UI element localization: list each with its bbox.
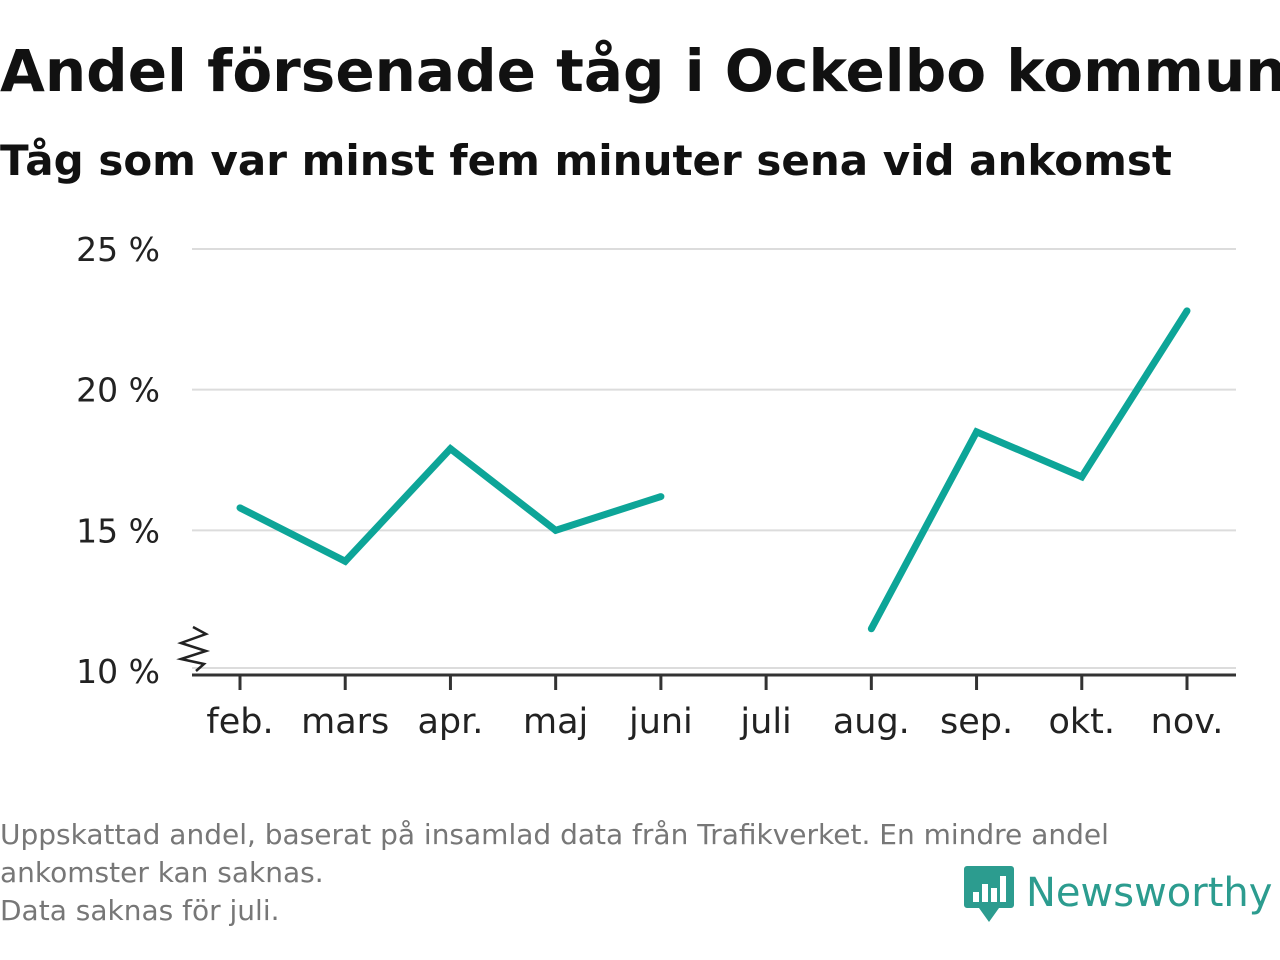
chart-title: Andel försenade tåg i Ockelbo kommun	[0, 37, 1280, 105]
y-tick-label-15: 15 %	[76, 511, 160, 550]
data-point-2	[446, 445, 454, 453]
footnote: Uppskattad andel, baserat på insamlad da…	[0, 816, 1270, 930]
data-point-4	[657, 493, 665, 501]
footnote-line-3: Data saknas för juli.	[0, 894, 280, 927]
data-point-7	[973, 428, 981, 436]
series-0-line-segment-1	[868, 309, 1190, 631]
newsworthy-logo-icon	[964, 866, 1014, 922]
chart-subtitle: Tåg som var minst fem minuter sena vid a…	[0, 136, 1172, 185]
data-point-9	[1183, 307, 1191, 315]
x-tick-label-2: apr.	[417, 702, 483, 742]
brand: Newsworthy	[964, 862, 1272, 924]
footnote-line-2: ankomster kan saknas.	[0, 856, 324, 889]
x-tick-label-1: mars	[301, 702, 389, 742]
brand-name: Newsworthy	[1026, 870, 1273, 916]
x-tick-label-4: juni	[628, 702, 693, 742]
data-point-8	[1078, 473, 1086, 481]
footnote-line-1: Uppskattad andel, baserat på insamlad da…	[0, 818, 1109, 851]
x-tick-label-0: feb.	[206, 702, 273, 742]
x-tick-label-9: nov.	[1151, 702, 1224, 742]
data-point-3	[552, 526, 560, 534]
data-point-6	[867, 625, 875, 633]
x-tick-label-3: maj	[523, 702, 588, 742]
x-tick-label-8: okt.	[1049, 702, 1116, 742]
axis-break-marker	[176, 625, 211, 672]
data-point-0	[236, 504, 244, 512]
y-tick-label-25: 25 %	[76, 230, 160, 269]
x-tick-label-7: sep.	[940, 702, 1013, 742]
data-point-1	[341, 557, 349, 565]
y-tick-label-10: 10 %	[76, 652, 160, 691]
series-0-line-segment-0	[238, 444, 662, 566]
line-chart: 10 % 15 % 20 % 25 % feb. mars apr. maj juni juli a…	[76, 230, 1236, 742]
x-tick-label-5: juli	[739, 702, 791, 742]
y-tick-label-20: 20 %	[76, 371, 160, 410]
x-tick-label-6: aug.	[833, 702, 910, 742]
